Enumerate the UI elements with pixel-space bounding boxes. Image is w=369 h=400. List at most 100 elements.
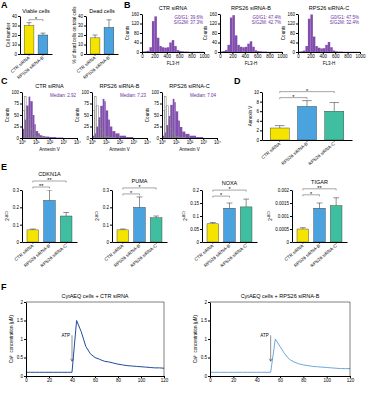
histogram-bin	[338, 51, 340, 52]
x-axis: 020406080100120	[209, 376, 355, 383]
line	[210, 339, 350, 372]
tick: 1	[204, 337, 210, 342]
tick: 400	[242, 52, 250, 59]
tick-mark	[160, 92, 162, 93]
x-axis: 02004006008001000	[297, 52, 366, 59]
histogram-bin	[174, 102, 175, 138]
histogram-bin	[159, 46, 161, 52]
histogram-bin	[262, 51, 264, 52]
tick: 75	[14, 101, 22, 106]
figure: 010203040CTR siRNARPS26 siRNA-BCell numb…	[0, 0, 369, 400]
tick: 600	[176, 52, 184, 59]
y-axis-title: 2-ΔCt	[95, 211, 101, 221]
chart: 00.10.20.3CTR siRNARPS26 siRNA-BRPS26 si…	[5, 171, 78, 268]
tick-label: 0	[286, 240, 289, 245]
error-bar	[330, 103, 340, 112]
bar	[44, 200, 56, 242]
tick-mark	[95, 54, 96, 56]
tick-label: 0	[106, 240, 109, 245]
tick: 1000	[277, 52, 288, 59]
tick: 1.5	[17, 318, 26, 323]
histogram-bin	[63, 138, 77, 139]
tick-label: 0.3	[103, 188, 110, 193]
tick: 0	[14, 52, 20, 57]
tick-mark	[20, 242, 22, 243]
chart: 0200400600800100004080120160CountsFL3-HC…	[125, 5, 210, 66]
tick-mark	[260, 92, 262, 93]
tick-mark	[18, 26, 20, 27]
tick-label: 10⁴	[214, 140, 221, 145]
tick-label: 0	[141, 54, 144, 59]
tick-mark	[218, 33, 220, 34]
tick: 800	[344, 52, 352, 59]
histogram-bin	[313, 37, 315, 52]
tick: 10²	[187, 138, 194, 145]
tick: 0.2	[103, 205, 112, 210]
tick: 600	[332, 52, 340, 59]
chart: 10⁰10¹10²10³10⁴0255075100CountsAnnexin V…	[75, 83, 151, 152]
tick: RPS26 siRNA-C	[309, 242, 338, 268]
chart-title: PUMA	[132, 178, 148, 184]
significance-label: **	[47, 177, 52, 183]
histogram-bin	[257, 51, 259, 52]
tick-mark	[90, 138, 92, 139]
tick: 0.001	[278, 214, 292, 219]
histogram-bin	[26, 106, 28, 138]
y-axis-title: 2-ΔCt	[267, 211, 273, 221]
tick: 120	[287, 21, 298, 26]
tick-label: 10⁰	[19, 140, 26, 145]
tick-mark	[90, 127, 92, 128]
histogram-bin	[190, 136, 197, 138]
tick-mark	[212, 242, 213, 244]
histogram-bin	[194, 51, 196, 52]
tick-label: 20	[231, 378, 237, 383]
bar	[297, 229, 309, 242]
tick-label: 40	[78, 14, 84, 19]
histogram-bin	[303, 51, 305, 52]
tick: 60	[93, 376, 99, 383]
error-bar	[300, 228, 306, 229]
chart: 010203040CTR siRNARPS26 siRNA-BCell numb…	[6, 8, 53, 80]
tick: 75	[84, 101, 92, 106]
tick-mark	[110, 225, 112, 226]
histogram-bin	[196, 137, 203, 138]
tick-mark	[140, 52, 142, 53]
tick: 50	[154, 113, 162, 118]
histogram-bin	[110, 127, 112, 139]
tick: 50	[84, 113, 92, 118]
tick-label: 0	[86, 136, 89, 141]
annotation: Median: 2.92	[50, 93, 77, 98]
tick-mark	[24, 358, 26, 359]
chart: 00.10.20.3CTR siRNARPS26 siRNA-BRPS26 si…	[95, 178, 168, 268]
tick: 10²	[117, 138, 124, 145]
tick-label: 120	[161, 378, 169, 383]
tick-label: 0.2	[103, 205, 110, 210]
bar	[270, 128, 289, 140]
tick-mark	[336, 242, 337, 244]
y-axis: 00.050.10.150.2	[190, 188, 202, 245]
chart: 0246810CTR siRNARPS26 siRNA-BRPS26 siRNA…	[248, 88, 353, 166]
tick: RPS26 siRNA-C	[307, 140, 336, 166]
tick-mark	[296, 14, 298, 15]
tick: 0	[156, 136, 162, 141]
significance-label: **	[317, 185, 322, 191]
tick: CTR siRNA	[260, 140, 281, 160]
tick: 0	[214, 50, 220, 55]
bar	[150, 218, 162, 242]
axis-line	[112, 191, 113, 243]
tick-mark	[140, 24, 142, 25]
y-axis: 010203040	[78, 14, 87, 57]
tick-mark	[260, 130, 262, 131]
axis-line	[262, 93, 263, 141]
tick-label: RPS26 siRNA-C	[129, 243, 158, 269]
tick-label: 30	[78, 23, 84, 28]
plot-frame	[26, 302, 164, 376]
tick: 40	[212, 40, 220, 45]
histogram-bin	[149, 47, 151, 52]
y-axis: 0255075100	[81, 90, 92, 141]
histogram-bin	[40, 137, 42, 138]
error-bar	[120, 229, 126, 231]
error-bar	[275, 126, 285, 128]
histogram-bin	[36, 131, 38, 138]
tick-mark	[29, 54, 30, 56]
